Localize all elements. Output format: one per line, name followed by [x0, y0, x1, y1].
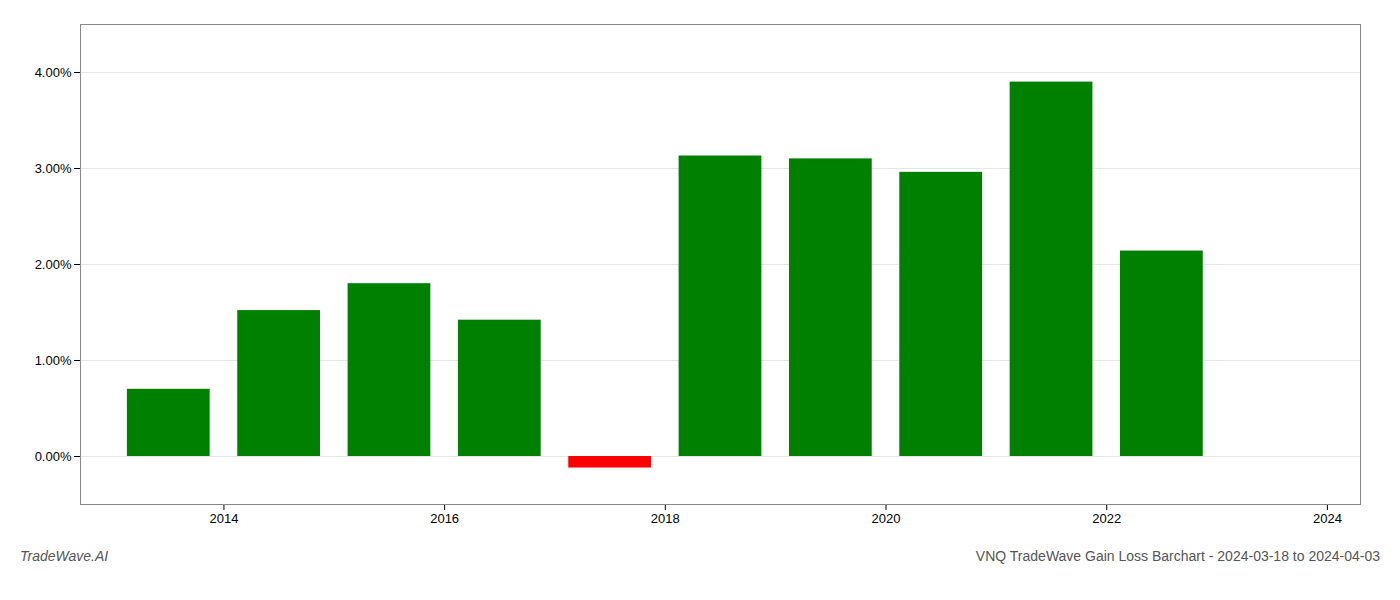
svg-text:4.00%: 4.00%: [35, 65, 72, 80]
svg-text:2016: 2016: [430, 511, 459, 526]
svg-text:2.00%: 2.00%: [35, 257, 72, 272]
svg-text:2018: 2018: [651, 511, 680, 526]
html-text:VNQ TradeWave Gain Loss Barcha: VNQ TradeWave Gain Loss Barchart - 2024-…: [975, 548, 1380, 564]
svg-text:2024: 2024: [1313, 511, 1342, 526]
svg-text:2020: 2020: [872, 511, 901, 526]
svg-text:2014: 2014: [209, 511, 238, 526]
svg-text:1.00%: 1.00%: [35, 353, 72, 368]
html-text:TradeWave.AI: TradeWave.AI: [20, 548, 109, 564]
svg-text:0.00%: 0.00%: [35, 449, 72, 464]
svg-text:2022: 2022: [1092, 511, 1121, 526]
svg-text:3.00%: 3.00%: [35, 161, 72, 176]
